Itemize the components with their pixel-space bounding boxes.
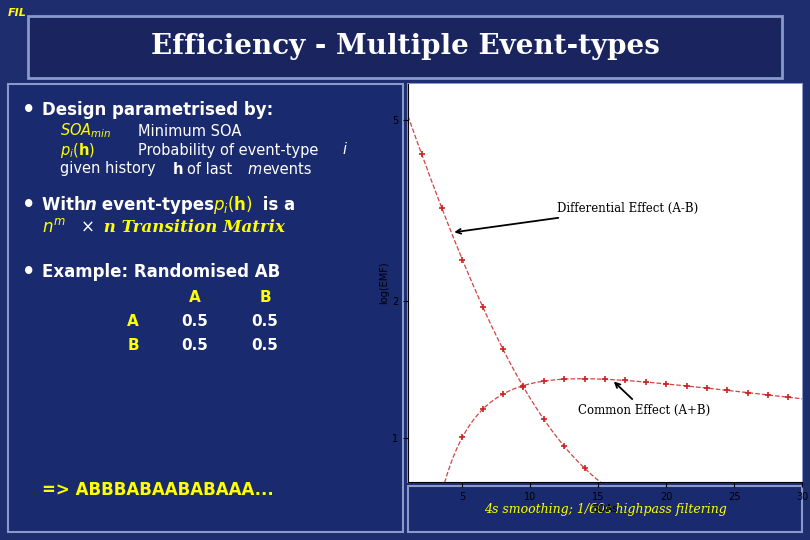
FancyBboxPatch shape — [8, 84, 403, 532]
Text: events: events — [262, 161, 312, 177]
Text: n: n — [84, 196, 96, 214]
Text: $\mathbf{h}$: $\mathbf{h}$ — [172, 161, 183, 177]
Y-axis label: log(EMF): log(EMF) — [379, 262, 390, 305]
FancyBboxPatch shape — [408, 84, 802, 482]
Text: 4s smoothing; 1/60s highpass filtering: 4s smoothing; 1/60s highpass filtering — [484, 503, 727, 516]
Text: i: i — [342, 143, 346, 158]
Text: 0.5: 0.5 — [181, 339, 208, 354]
Text: Efficiency - Multiple Event-types: Efficiency - Multiple Event-types — [151, 33, 659, 60]
Text: •: • — [22, 262, 36, 282]
Text: A: A — [189, 291, 201, 306]
Text: •: • — [22, 195, 36, 215]
Text: given history: given history — [60, 161, 156, 177]
Text: is a: is a — [257, 196, 295, 214]
Text: FIL: FIL — [8, 8, 27, 18]
Text: With: With — [42, 196, 92, 214]
Text: 0.5: 0.5 — [181, 314, 208, 329]
Text: 0.5: 0.5 — [252, 339, 279, 354]
Text: $SOA_{min}$: $SOA_{min}$ — [60, 122, 112, 140]
Text: $n^m$: $n^m$ — [42, 218, 66, 236]
Text: m: m — [247, 161, 262, 177]
Text: of last: of last — [187, 161, 232, 177]
Text: Differential Effect (A-B): Differential Effect (A-B) — [456, 201, 699, 234]
Text: B: B — [259, 291, 271, 306]
Text: n Transition Matrix: n Transition Matrix — [98, 219, 285, 235]
Text: A: A — [127, 314, 139, 329]
Text: => ABBBABAABABAAA...: => ABBBABAABABAAA... — [42, 481, 274, 499]
Text: event-types: event-types — [96, 196, 220, 214]
Text: Example: Randomised AB: Example: Randomised AB — [42, 263, 280, 281]
Text: 0.5: 0.5 — [252, 314, 279, 329]
Text: •: • — [22, 100, 36, 120]
FancyBboxPatch shape — [28, 16, 782, 78]
Text: Probability of event-type: Probability of event-type — [138, 143, 318, 158]
Text: Common Effect (A+B): Common Effect (A+B) — [578, 383, 710, 417]
Text: $\times$: $\times$ — [80, 219, 94, 235]
Text: Minimum SOA: Minimum SOA — [138, 124, 241, 138]
Text: Design parametrised by:: Design parametrised by: — [42, 101, 273, 119]
Text: B: B — [127, 339, 139, 354]
Text: $p_i(\mathbf{h})$: $p_i(\mathbf{h})$ — [60, 140, 95, 159]
Text: $p_i(\mathbf{h})$: $p_i(\mathbf{h})$ — [213, 194, 253, 216]
X-axis label: SOAs: SOAs — [592, 504, 618, 515]
FancyBboxPatch shape — [408, 486, 802, 532]
